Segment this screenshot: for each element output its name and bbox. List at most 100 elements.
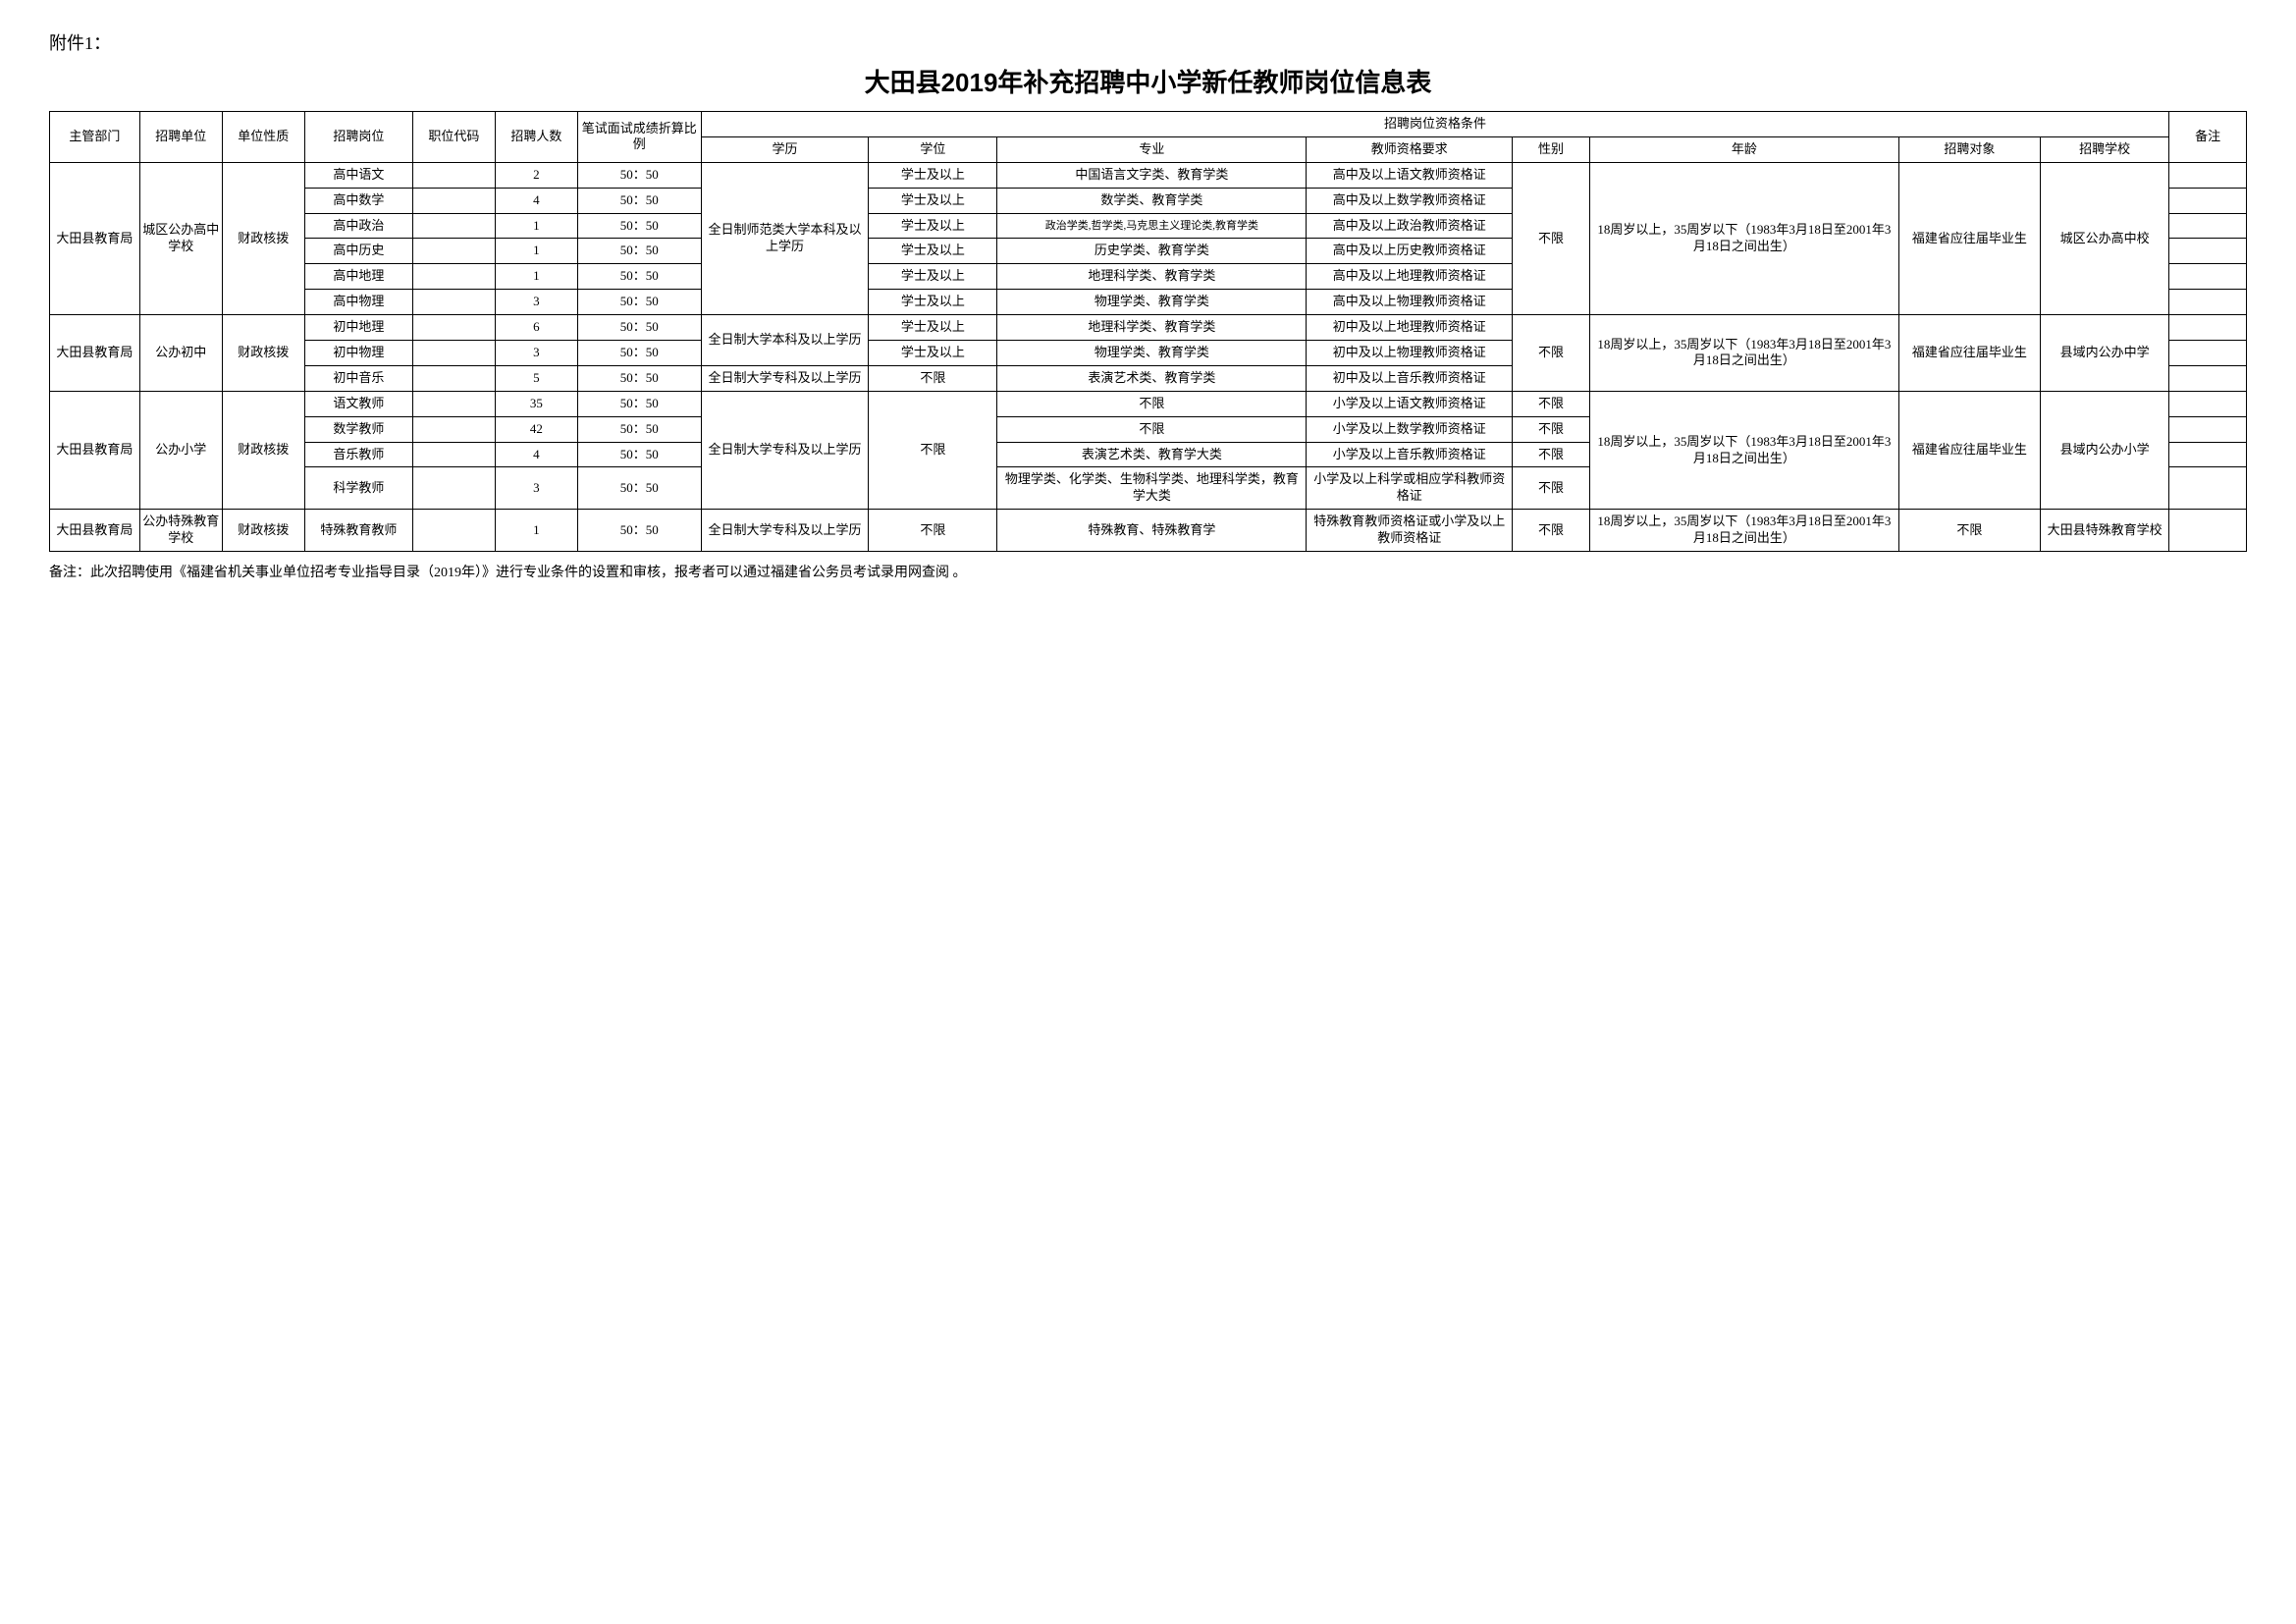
cell: 县域内公办中学: [2041, 315, 2169, 392]
cell: 初中及以上物理教师资格证: [1307, 341, 1513, 366]
cell: 2: [495, 162, 577, 188]
th-school: 招聘学校: [2041, 136, 2169, 162]
cell: 地理科学类、教育学类: [997, 315, 1307, 341]
cell: 高中及以上数学教师资格证: [1307, 188, 1513, 213]
cell: 小学及以上音乐教师资格证: [1307, 442, 1513, 467]
table-row: 大田县教育局公办初中财政核拨初中地理650：50全日制大学本科及以上学历学士及以…: [50, 315, 2247, 341]
cell: 福建省应往届毕业生: [1898, 391, 2040, 509]
cell: 35: [495, 391, 577, 416]
cell: [2169, 162, 2247, 188]
cell: 初中地理: [304, 315, 412, 341]
cell: 小学及以上语文教师资格证: [1307, 391, 1513, 416]
table-header: 主管部门 招聘单位 单位性质 招聘岗位 职位代码 招聘人数 笔试面试成绩折算比例…: [50, 112, 2247, 163]
cell: 高中及以上物理教师资格证: [1307, 290, 1513, 315]
cell: 科学教师: [304, 467, 412, 510]
cell: 50：50: [577, 467, 701, 510]
th-degree: 学位: [869, 136, 997, 162]
cell: [2169, 213, 2247, 239]
cell: [2169, 239, 2247, 264]
cell: [412, 510, 495, 552]
cell: 不限: [869, 510, 997, 552]
cell: [412, 264, 495, 290]
cell: 福建省应往届毕业生: [1898, 162, 2040, 314]
cell: 初中音乐: [304, 365, 412, 391]
cell: 高中及以上地理教师资格证: [1307, 264, 1513, 290]
cell: 福建省应往届毕业生: [1898, 315, 2040, 392]
cell: [412, 213, 495, 239]
cell: 物理学类、教育学类: [997, 341, 1307, 366]
cell: 音乐教师: [304, 442, 412, 467]
cell: 财政核拨: [222, 510, 304, 552]
cell: [412, 239, 495, 264]
cell: 特殊教育教师: [304, 510, 412, 552]
cell: 高中政治: [304, 213, 412, 239]
cell: 18周岁以上，35周岁以下（1983年3月18日至2001年3月18日之间出生）: [1589, 510, 1898, 552]
cell: 3: [495, 467, 577, 510]
cell: 50：50: [577, 391, 701, 416]
cell: 学士及以上: [869, 213, 997, 239]
cell: 高中语文: [304, 162, 412, 188]
cell: 大田县教育局: [50, 391, 140, 509]
cell: 表演艺术类、教育学大类: [997, 442, 1307, 467]
th-unit: 招聘单位: [139, 112, 222, 163]
cell: 50：50: [577, 162, 701, 188]
cell: 学士及以上: [869, 239, 997, 264]
cell: 高中数学: [304, 188, 412, 213]
cell: 1: [495, 213, 577, 239]
table-body: 大田县教育局城区公办高中学校财政核拨高中语文250：50全日制师范类大学本科及以…: [50, 162, 2247, 551]
cell: [2169, 290, 2247, 315]
cell: 初中及以上地理教师资格证: [1307, 315, 1513, 341]
cell: 18周岁以上，35周岁以下（1983年3月18日至2001年3月18日之间出生）: [1589, 391, 1898, 509]
cell: [2169, 315, 2247, 341]
cell: 42: [495, 416, 577, 442]
cell: [412, 315, 495, 341]
table-row: 大田县教育局公办特殊教育学校财政核拨特殊教育教师150：50全日制大学专科及以上…: [50, 510, 2247, 552]
cell: 不限: [1513, 315, 1590, 392]
th-remark: 备注: [2169, 112, 2247, 163]
cell: 财政核拨: [222, 315, 304, 392]
table-row: 大田县教育局城区公办高中学校财政核拨高中语文250：50全日制师范类大学本科及以…: [50, 162, 2247, 188]
cell: 高中及以上政治教师资格证: [1307, 213, 1513, 239]
cell: [2169, 341, 2247, 366]
footnote: 备注：此次招聘使用《福建省机关事业单位招考专业指导目录（2019年）》进行专业条…: [49, 562, 2247, 581]
th-nature: 单位性质: [222, 112, 304, 163]
cell: 50：50: [577, 315, 701, 341]
th-code: 职位代码: [412, 112, 495, 163]
cell: 18周岁以上，35周岁以下（1983年3月18日至2001年3月18日之间出生）: [1589, 315, 1898, 392]
cell: 公办小学: [139, 391, 222, 509]
th-target: 招聘对象: [1898, 136, 2040, 162]
cell: 特殊教育、特殊教育学: [997, 510, 1307, 552]
cell: 5: [495, 365, 577, 391]
th-qual: 招聘岗位资格条件: [701, 112, 2168, 137]
cell: [412, 188, 495, 213]
cell: 学士及以上: [869, 290, 997, 315]
cell: [2169, 510, 2247, 552]
cell: 学士及以上: [869, 315, 997, 341]
cell: 1: [495, 510, 577, 552]
cell: [412, 442, 495, 467]
cell: 大田县特殊教育学校: [2041, 510, 2169, 552]
table-row: 大田县教育局公办小学财政核拨语文教师3550：50全日制大学专科及以上学历不限不…: [50, 391, 2247, 416]
attachment-label: 附件1：: [49, 29, 2247, 55]
cell: [412, 416, 495, 442]
cell: 城区公办高中学校: [139, 162, 222, 314]
cell: 不限: [1513, 510, 1590, 552]
cell: 学士及以上: [869, 341, 997, 366]
cell: 全日制大学本科及以上学历: [701, 315, 869, 366]
cell: 不限: [997, 416, 1307, 442]
cell: 大田县教育局: [50, 510, 140, 552]
cell: [412, 467, 495, 510]
cell: 中国语言文字类、教育学类: [997, 162, 1307, 188]
cell: 物理学类、教育学类: [997, 290, 1307, 315]
cell: [2169, 264, 2247, 290]
cell: 高中及以上历史教师资格证: [1307, 239, 1513, 264]
cell: 初中物理: [304, 341, 412, 366]
cell: 高中物理: [304, 290, 412, 315]
cell: 50：50: [577, 188, 701, 213]
cell: 不限: [1513, 467, 1590, 510]
cell: 高中地理: [304, 264, 412, 290]
cell: [412, 391, 495, 416]
cell: [2169, 416, 2247, 442]
cell: 50：50: [577, 365, 701, 391]
cell: 公办初中: [139, 315, 222, 392]
